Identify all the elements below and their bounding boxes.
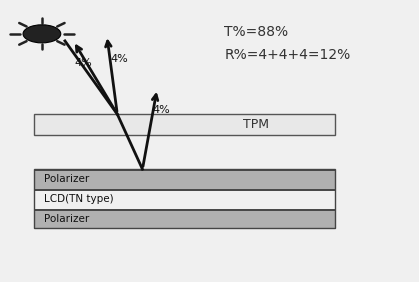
Text: TPM: TPM bbox=[243, 118, 269, 131]
Bar bbox=[34, 169, 335, 228]
Text: 4%: 4% bbox=[153, 105, 170, 115]
Text: T%=88%: T%=88% bbox=[224, 25, 288, 39]
Ellipse shape bbox=[23, 25, 61, 43]
Bar bbox=[34, 210, 335, 228]
Bar bbox=[34, 170, 335, 189]
Text: Polarizer: Polarizer bbox=[44, 174, 89, 184]
Text: R%=4+4+4=12%: R%=4+4+4=12% bbox=[224, 48, 350, 62]
Text: Polarizer: Polarizer bbox=[44, 214, 89, 224]
Text: 4%: 4% bbox=[75, 58, 93, 69]
Bar bbox=[34, 114, 335, 135]
Text: 4%: 4% bbox=[111, 54, 128, 64]
Bar bbox=[34, 190, 335, 209]
Text: LCD(TN type): LCD(TN type) bbox=[44, 194, 114, 204]
